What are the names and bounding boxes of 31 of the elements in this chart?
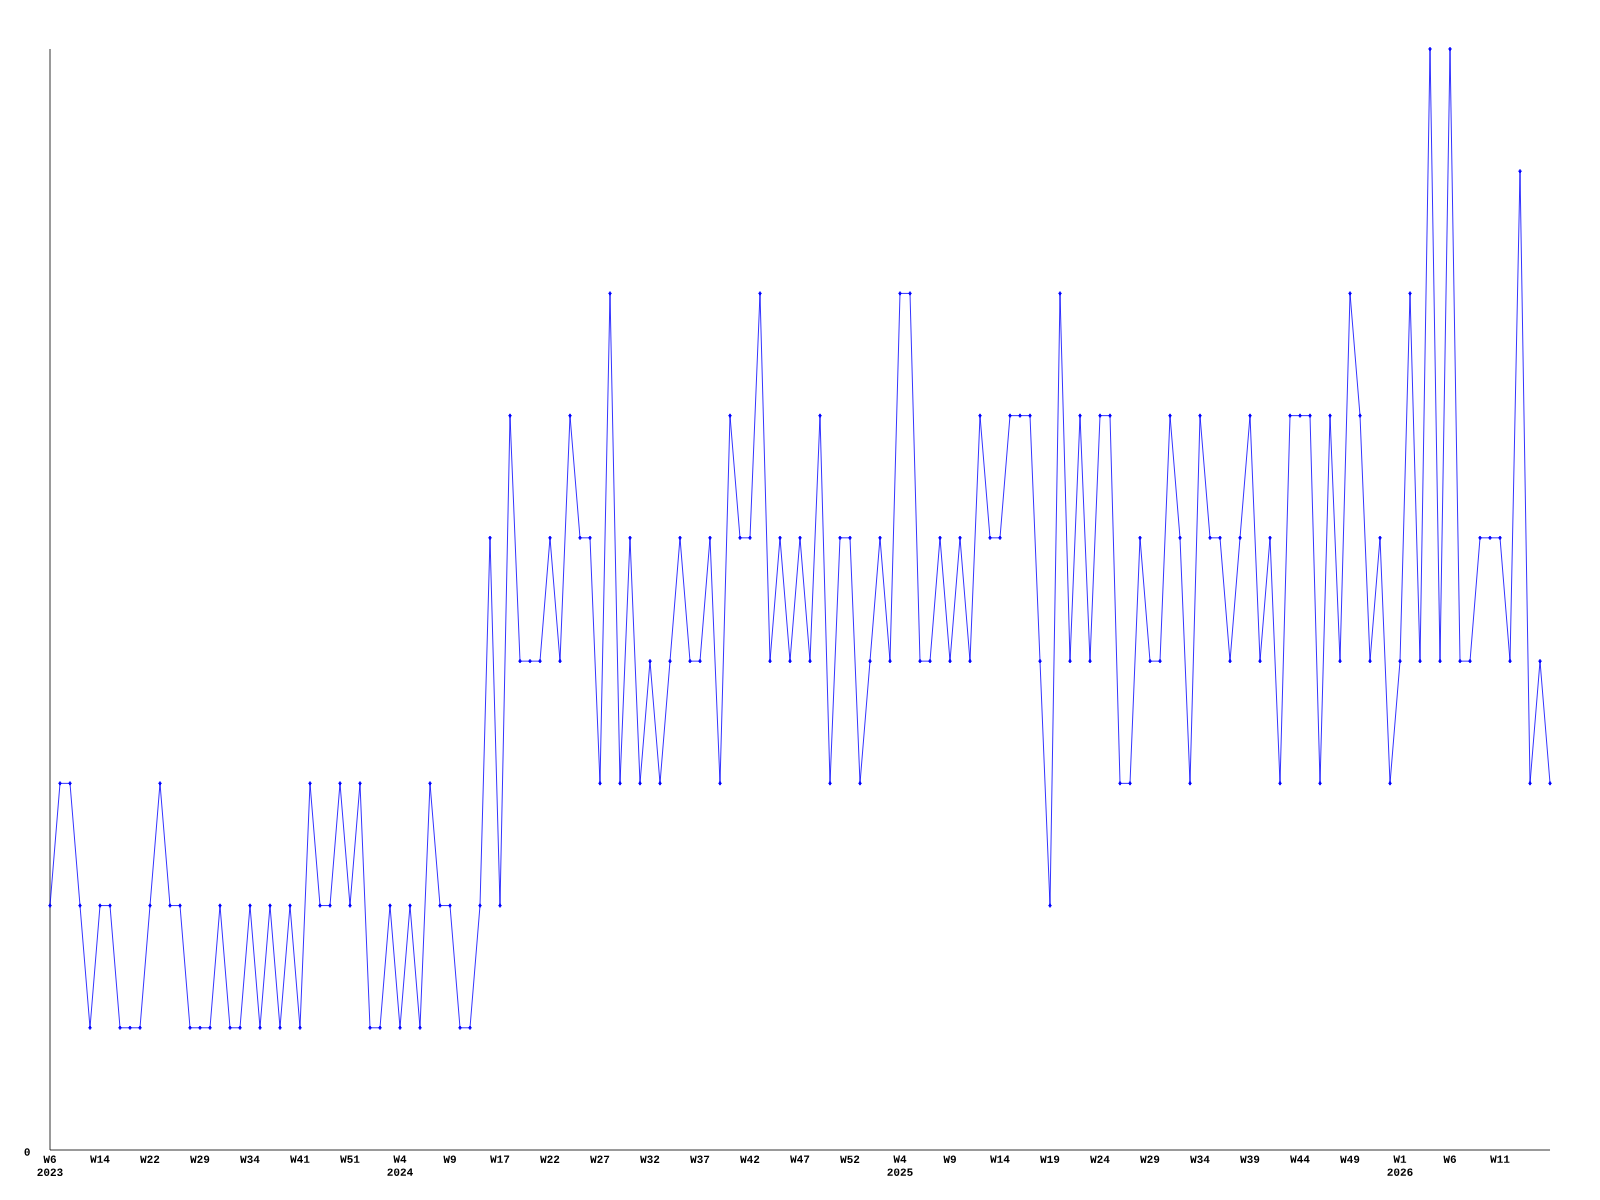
x-tick-label: W41 — [290, 1155, 310, 1163]
x-tick-label: W32 — [640, 1155, 660, 1164]
text: 0 — [24, 1148, 30, 1156]
x-tick-label: W9 — [443, 1155, 456, 1163]
x-tick-label: W11 — [1490, 1155, 1510, 1163]
x-tick-label: W42 — [740, 1155, 760, 1163]
x-tick-label: W29 — [190, 1155, 210, 1163]
x-tick-label: W47 — [790, 1155, 810, 1163]
x-tick-label: W22 — [540, 1155, 560, 1163]
x-tick-label: W44 — [1290, 1155, 1310, 1163]
x-tick-label: W4 2024 — [387, 1155, 413, 1176]
x-tick-label: W39 — [1240, 1155, 1260, 1164]
x-tick-label: W4 2025 — [887, 1155, 913, 1176]
x-tick-label: W14 — [990, 1155, 1010, 1163]
x-tick-label: W34 — [1190, 1155, 1210, 1164]
x-tick-label: W34 — [240, 1155, 260, 1164]
x-tick-label: W24 — [1090, 1155, 1110, 1163]
x-tick-label: W9 — [943, 1155, 956, 1163]
x-tick-label: W51 — [340, 1155, 360, 1163]
x-tick-label: W27 — [590, 1155, 610, 1163]
x-tick-label: W1 2026 — [1387, 1155, 1413, 1176]
x-tick-label: W19 — [1040, 1155, 1060, 1163]
x-tick-label: W37 — [690, 1155, 710, 1164]
x-tick-label: W6 2023 — [37, 1155, 63, 1177]
x-tick-label: W29 — [1140, 1155, 1160, 1163]
x-tick-label: W22 — [140, 1155, 160, 1163]
x-tick-label: W49 — [1340, 1155, 1360, 1163]
x-tick-label: W17 — [490, 1155, 510, 1163]
x-tick-label: W6 — [1443, 1155, 1457, 1163]
x-tick-label: W14 — [90, 1155, 110, 1163]
x-tick-label: W52 — [840, 1155, 860, 1163]
